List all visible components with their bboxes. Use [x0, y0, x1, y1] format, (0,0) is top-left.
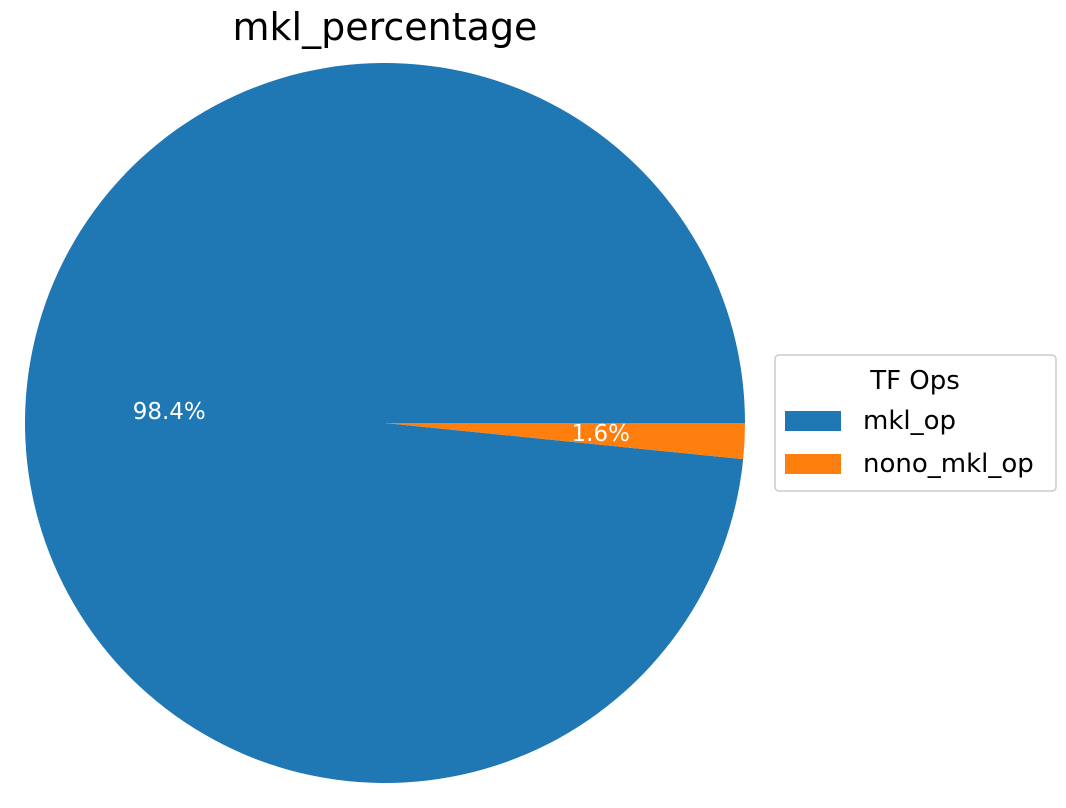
pie-percent-label: 1.6% — [572, 421, 630, 447]
pie-slice-mkl-op — [24, 62, 745, 783]
pie-percent-label: 98.4% — [133, 399, 206, 425]
legend-frame — [774, 354, 1057, 492]
legend-label: nono_mkl_op — [863, 449, 1034, 479]
legend-title: TF Ops — [869, 366, 960, 396]
pie-percent-labels: 98.4% 1.6% — [133, 399, 630, 447]
legend-items: mkl_op nono_mkl_op — [785, 406, 1034, 479]
legend-label: mkl_op — [863, 406, 956, 436]
legend-swatch — [785, 454, 841, 474]
chart-title: mkl_percentage — [233, 5, 538, 49]
pie-slice-nono-mkl-op — [385, 423, 745, 460]
legend-swatch — [785, 411, 841, 431]
legend: TF Ops mkl_op nono_mkl_op — [774, 354, 1057, 492]
pie-slices — [24, 62, 745, 783]
